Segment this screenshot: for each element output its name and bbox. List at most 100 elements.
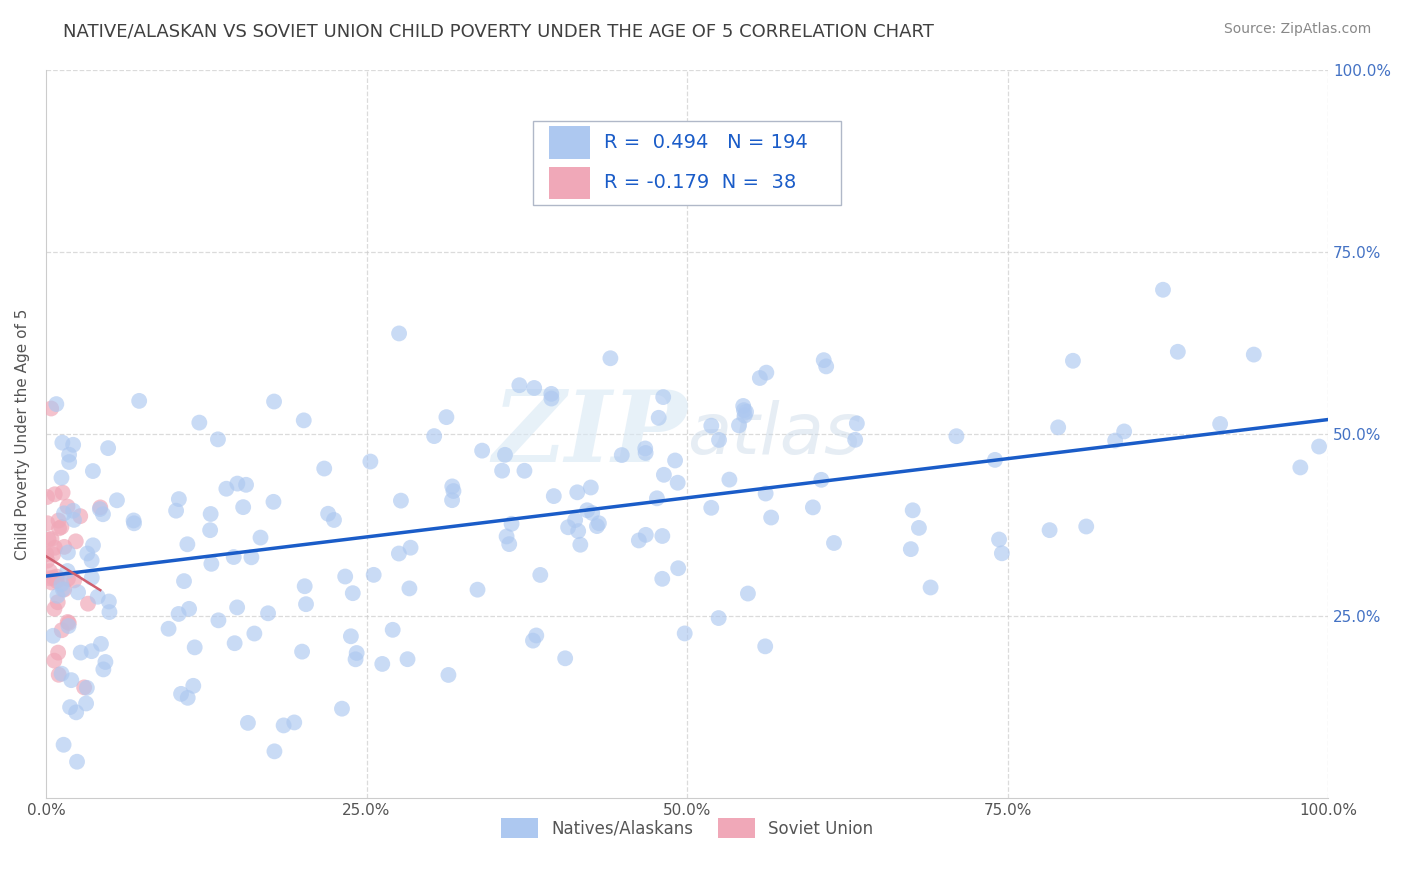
Point (294, 579, 316, 593)
Point (388, 326, 411, 341)
Point (41, 575, 63, 590)
Point (262, 495, 284, 509)
Point (183, 640, 205, 655)
Point (62, 438, 84, 452)
Point (51, 666, 73, 681)
Point (666, 561, 689, 575)
Point (58, 448, 80, 462)
Point (634, 442, 657, 456)
Point (82, 464, 104, 478)
Point (734, 409, 756, 423)
Point (588, 516, 610, 531)
Point (564, 513, 586, 527)
Point (543, 489, 565, 503)
Point (48, 514, 70, 528)
Point (97, 441, 120, 455)
Point (167, 607, 190, 621)
Point (991, 546, 1014, 560)
Point (1243, 348, 1265, 362)
Bar (548, 167, 589, 199)
Point (610, 448, 633, 462)
Point (235, 477, 257, 491)
Point (42, 548, 65, 562)
Point (90, 637, 112, 651)
Point (44, 654, 66, 668)
Point (75, 697, 97, 711)
Point (652, 390, 675, 404)
Point (342, 586, 364, 600)
Point (98, 605, 121, 619)
Point (51, 520, 73, 534)
Point (579, 481, 602, 495)
Point (59, 700, 82, 714)
Point (58, 615, 80, 630)
Point (157, 622, 180, 636)
Point (58, 619, 80, 633)
Point (48, 521, 70, 535)
Point (173, 574, 195, 588)
Point (80, 571, 103, 585)
Point (314, 461, 336, 475)
Point (249, 531, 271, 545)
Point (813, 353, 835, 368)
Point (494, 448, 516, 462)
Point (77, 597, 100, 611)
Point (46, 589, 69, 603)
Point (69, 646, 91, 660)
Point (363, 567, 385, 582)
Point (48, 667, 70, 681)
Point (737, 586, 759, 600)
Point (177, 690, 200, 705)
Text: R =  0.494   N = 194: R = 0.494 N = 194 (603, 134, 807, 153)
Point (45, 574, 67, 588)
Point (165, 504, 187, 518)
Point (755, 366, 778, 380)
Point (45, 397, 67, 411)
Point (76, 681, 98, 695)
Point (263, 394, 285, 409)
Point (128, 393, 150, 408)
Point (198, 523, 221, 537)
Point (232, 500, 254, 515)
Point (399, 541, 422, 555)
Point (759, 510, 782, 524)
Point (396, 652, 419, 666)
Point (845, 417, 868, 431)
Point (735, 405, 758, 419)
Point (666, 475, 689, 490)
Point (105, 493, 128, 508)
Point (437, 668, 460, 682)
Text: ZIP: ZIP (492, 386, 688, 483)
Point (58, 455, 80, 469)
Point (700, 500, 723, 515)
Point (94, 655, 117, 669)
Point (292, 413, 315, 427)
Point (35, 490, 58, 504)
Point (82, 538, 104, 552)
Point (567, 524, 589, 538)
Point (754, 640, 776, 654)
Point (645, 491, 668, 506)
Point (56, 572, 79, 586)
Point (501, 516, 523, 531)
Point (45, 569, 67, 583)
Point (53, 506, 76, 520)
Point (810, 473, 832, 487)
Point (38, 571, 60, 585)
Point (920, 581, 942, 595)
Point (844, 433, 866, 447)
Point (51, 471, 73, 485)
Point (707, 611, 730, 625)
Point (200, 557, 222, 571)
Point (291, 645, 314, 659)
Point (398, 582, 420, 596)
Point (522, 633, 544, 648)
Point (273, 718, 295, 732)
Point (1152, 283, 1174, 297)
Point (226, 600, 249, 615)
Point (586, 519, 609, 533)
Point (554, 651, 576, 665)
Point (263, 744, 285, 758)
Point (38, 564, 60, 578)
Point (508, 378, 530, 392)
